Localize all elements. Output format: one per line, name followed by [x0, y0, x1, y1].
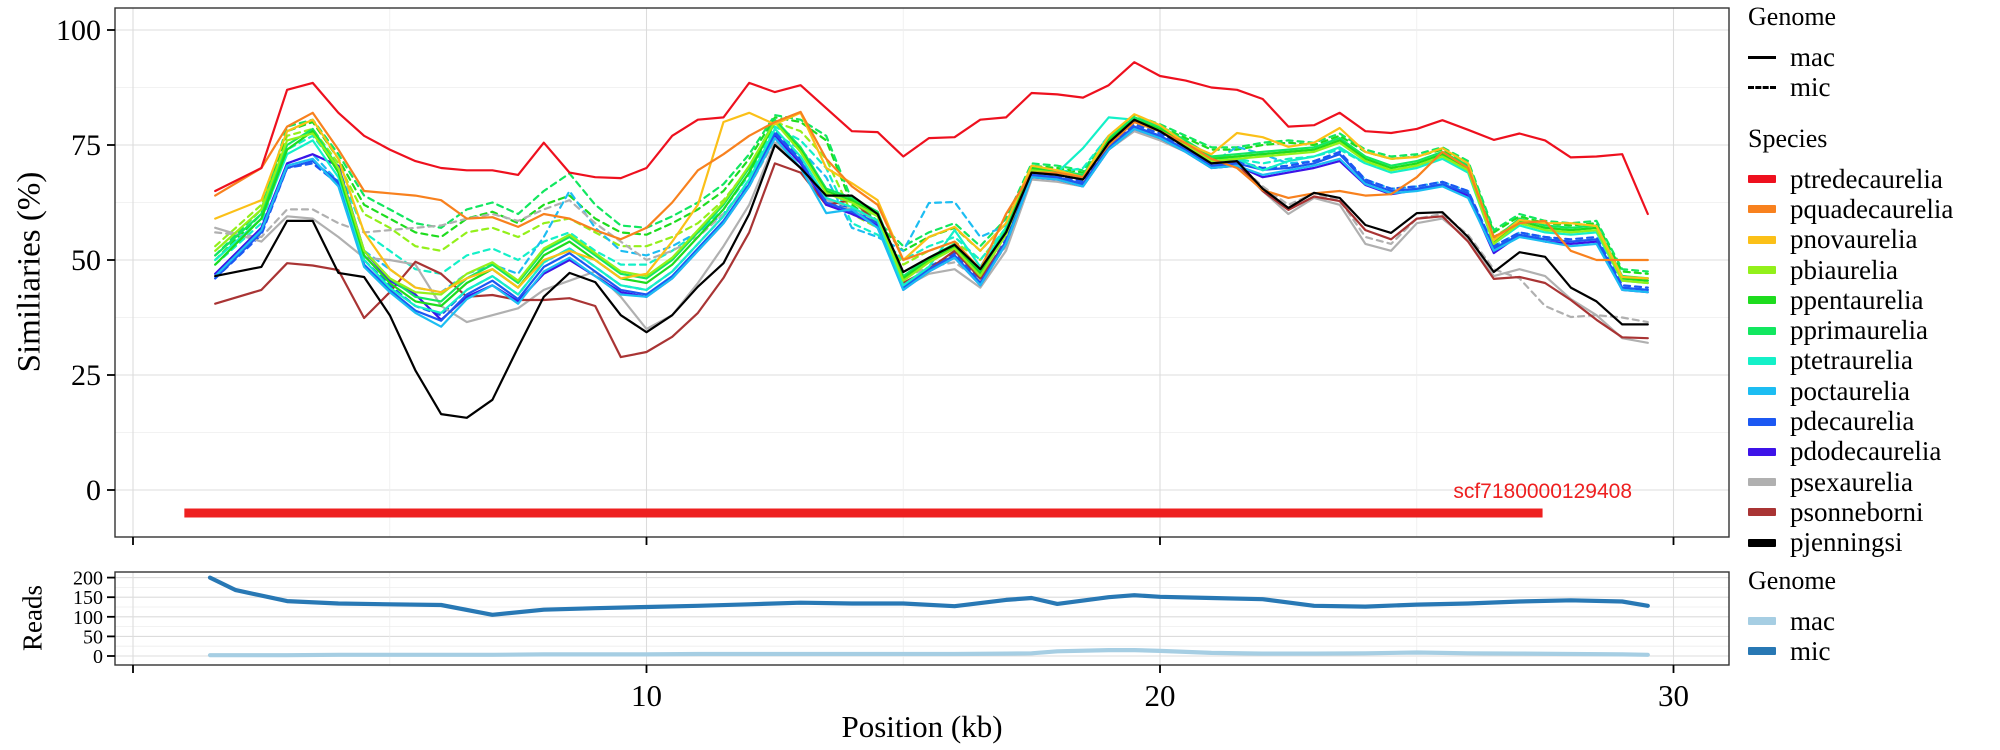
legend-items: mac mic	[1748, 606, 1998, 667]
reads-tick-label: 0	[93, 646, 103, 668]
legend-species-psexaurelia-key	[1748, 478, 1776, 487]
legend-species-poctaurelia-label: poctaurelia	[1790, 375, 1910, 406]
legend-genome-mic-key	[1748, 85, 1776, 89]
legend-species-pdecaurelia-label: pdecaurelia	[1790, 406, 1915, 437]
legend-species-ptetraurelia-label: ptetraurelia	[1790, 345, 1913, 376]
y-tick-label: 25	[71, 359, 101, 392]
legend-title: Genome	[1748, 2, 1837, 31]
reads-line-mic	[207, 575, 1650, 617]
legend-species-pbiaurelia-key	[1748, 266, 1776, 275]
legend-species-ptredecaurelia-label: ptredecaurelia	[1790, 163, 1943, 194]
series-line-ptetraurelia-mac	[214, 116, 1649, 314]
scaffold-bar	[184, 508, 1543, 518]
legend-species-psexaurelia-label: psexaurelia	[1790, 466, 1913, 497]
legend-species-pbiaurelia-label: pbiaurelia	[1790, 254, 1898, 285]
legend-items: ptredecaurelia pquadecaurelia pnovaurelia p…	[1748, 164, 1998, 558]
legend-items: mac mic	[1748, 42, 1998, 103]
x-tick-label: 10	[631, 678, 662, 713]
legend-species-ptredecaurelia-key	[1748, 175, 1776, 184]
legend-species-pquadecaurelia: pquadecaurelia	[1748, 194, 1998, 224]
legend-reads-mic: mic	[1748, 636, 1998, 666]
legend-species-pjenningsi-key	[1748, 538, 1776, 547]
legend-reads-mac-key	[1748, 617, 1776, 626]
series-line-pnovaurelia-mac	[214, 111, 1649, 294]
legend-species-pdodecaurelia-key	[1748, 447, 1776, 456]
series-line-ppentaurelia-mac	[214, 118, 1649, 308]
legend-genome-mac: mac	[1748, 42, 1998, 72]
legend-species-ppentaurelia-key	[1748, 296, 1776, 305]
legend-species-pdodecaurelia-label: pdodecaurelia	[1790, 436, 1942, 467]
y-axis-title-reads: Reads	[17, 585, 48, 651]
legend-species-ppentaurelia-label: ppentaurelia	[1790, 284, 1924, 315]
legend-species-ptetraurelia: ptetraurelia	[1748, 346, 1998, 376]
legend-reads-mac: mac	[1748, 606, 1998, 636]
legend-species-pnovaurelia: pnovaurelia	[1748, 225, 1998, 255]
reads-panel-bg	[115, 572, 1729, 665]
legend-reads-mac-label: mac	[1790, 605, 1835, 636]
y-tick-label: 100	[56, 14, 101, 47]
legend-species-pdodecaurelia: pdodecaurelia	[1748, 437, 1998, 467]
y-axis-title-similarity: Similiaries (%)	[11, 171, 48, 373]
legend-species: Species ptredecaurelia pquadecaurelia pnov…	[1748, 124, 1998, 558]
x-tick-label: 20	[1145, 678, 1176, 713]
legend-species-pprimaurelia-key	[1748, 326, 1776, 335]
legend-species-psexaurelia: psexaurelia	[1748, 467, 1998, 497]
legend-genome-mac-label: mac	[1790, 41, 1835, 72]
reads-line-mac	[207, 647, 1650, 658]
legend-species-poctaurelia: poctaurelia	[1748, 376, 1998, 406]
series-line-pquadecaurelia-mac	[214, 110, 1649, 271]
legend-species-pdecaurelia: pdecaurelia	[1748, 406, 1998, 436]
legend-species-psonneborni: psonneborni	[1748, 497, 1998, 527]
legend-species-pjenningsi-label: pjenningsi	[1790, 527, 1903, 558]
reads-tick-label: 200	[73, 568, 103, 590]
legend-title: Species	[1748, 124, 1828, 153]
y-tick-label: 0	[86, 474, 101, 507]
legend-title: Genome	[1748, 566, 1837, 595]
x-axis-title: Position (kb)	[841, 709, 1003, 744]
series-line-psexaurelia-mac	[214, 130, 1649, 344]
similarity-panel-border	[114, 7, 1730, 538]
legend-species-psonneborni-key	[1748, 508, 1776, 517]
legend-species-pjenningsi: pjenningsi	[1748, 528, 1998, 558]
legend-genome-linetype: Genome mac mic	[1748, 2, 1998, 103]
legend-species-ptredecaurelia: ptredecaurelia	[1748, 164, 1998, 194]
series-line-ptredecaurelia-mac	[214, 61, 1649, 216]
reads-tick-label: 50	[83, 626, 103, 648]
series-line-pjenningsi-mac	[214, 118, 1649, 419]
reads-tick-label: 100	[73, 607, 103, 629]
legend-species-pnovaurelia-key	[1748, 235, 1776, 244]
legend-species-ppentaurelia: ppentaurelia	[1748, 285, 1998, 315]
y-tick-label: 75	[71, 129, 101, 162]
x-tick-label: 30	[1658, 678, 1689, 713]
legend-species-pnovaurelia-label: pnovaurelia	[1790, 224, 1918, 255]
legend-species-psonneborni-label: psonneborni	[1790, 496, 1924, 527]
legend-reads-mic-key	[1748, 647, 1776, 656]
legend-species-pprimaurelia-label: pprimaurelia	[1790, 315, 1928, 346]
y-tick-label: 50	[71, 244, 101, 277]
legend-genome-reads: Genome mac mic	[1748, 566, 1998, 667]
legend-species-pbiaurelia: pbiaurelia	[1748, 255, 1998, 285]
series-line-poctaurelia-mac	[214, 127, 1649, 328]
legend-species-ptetraurelia-key	[1748, 356, 1776, 365]
series-line-pprimaurelia-mic	[214, 113, 1649, 273]
scaffold-annotation: scf7180000129408	[1453, 480, 1632, 503]
reads-panel-border	[114, 571, 1730, 666]
legend-genome-mic-label: mic	[1790, 71, 1831, 102]
legend-species-pprimaurelia: pprimaurelia	[1748, 315, 1998, 345]
legend-species-pquadecaurelia-label: pquadecaurelia	[1790, 193, 1954, 224]
legend-species-pquadecaurelia-key	[1748, 205, 1776, 214]
legend-genome-mic: mic	[1748, 72, 1998, 102]
legend-genome-mac-key	[1748, 55, 1776, 59]
series-line-pbiaurelia-mac	[214, 120, 1649, 296]
series-line-pdecaurelia-mac	[214, 125, 1649, 322]
reads-tick-label: 150	[73, 587, 103, 609]
legend-species-poctaurelia-key	[1748, 387, 1776, 396]
legend-reads-mic-label: mic	[1790, 635, 1831, 666]
legend-species-pdecaurelia-key	[1748, 417, 1776, 426]
